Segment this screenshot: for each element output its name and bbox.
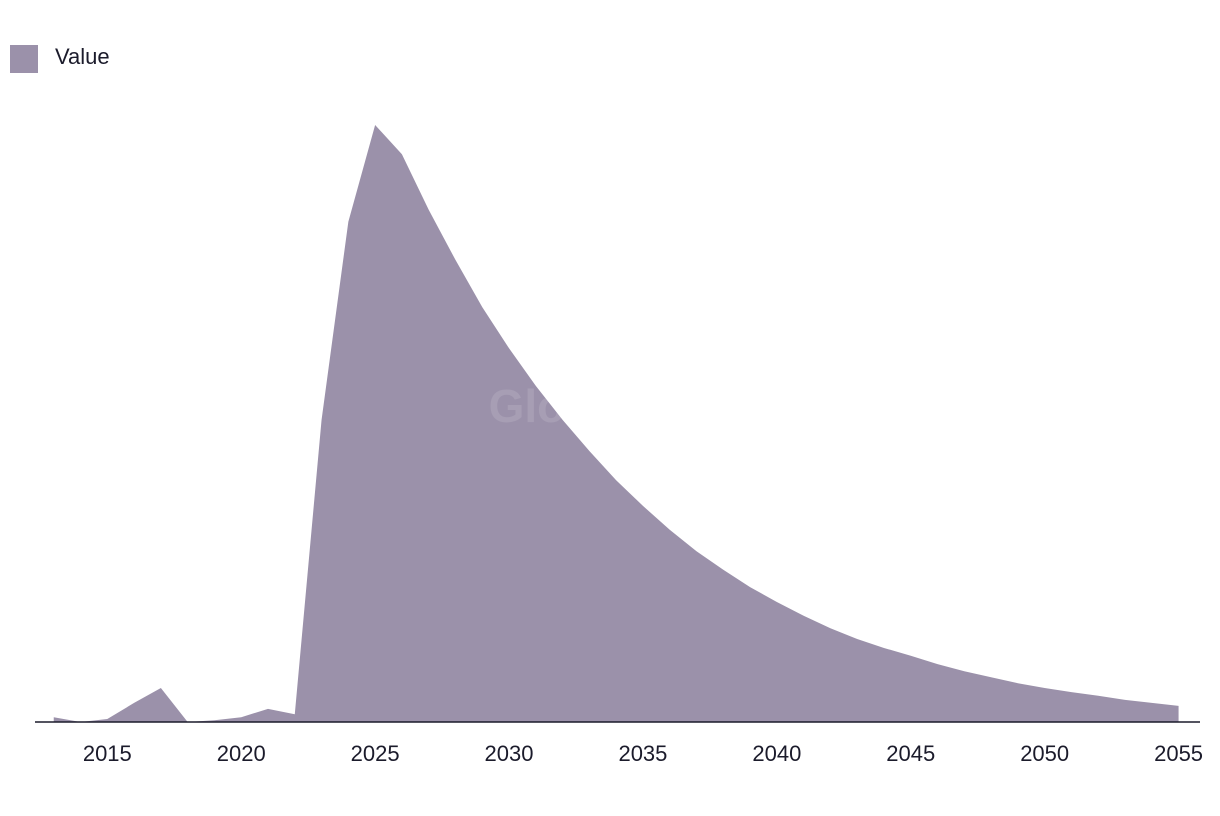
legend-label: Value <box>55 44 110 69</box>
x-tick-label: 2025 <box>351 741 400 766</box>
x-tick-label: 2050 <box>1020 741 1069 766</box>
x-tick-label: 2015 <box>83 741 132 766</box>
watermark: GlobalData <box>489 380 732 432</box>
legend-swatch <box>10 45 38 73</box>
x-tick-label: 2030 <box>485 741 534 766</box>
x-tick-label: 2020 <box>217 741 266 766</box>
x-tick-label: 2040 <box>752 741 801 766</box>
x-tick-label: 2055 <box>1154 741 1203 766</box>
x-tick-label: 2035 <box>618 741 667 766</box>
area <box>53 125 1179 722</box>
x-tick-label: 2045 <box>886 741 935 766</box>
